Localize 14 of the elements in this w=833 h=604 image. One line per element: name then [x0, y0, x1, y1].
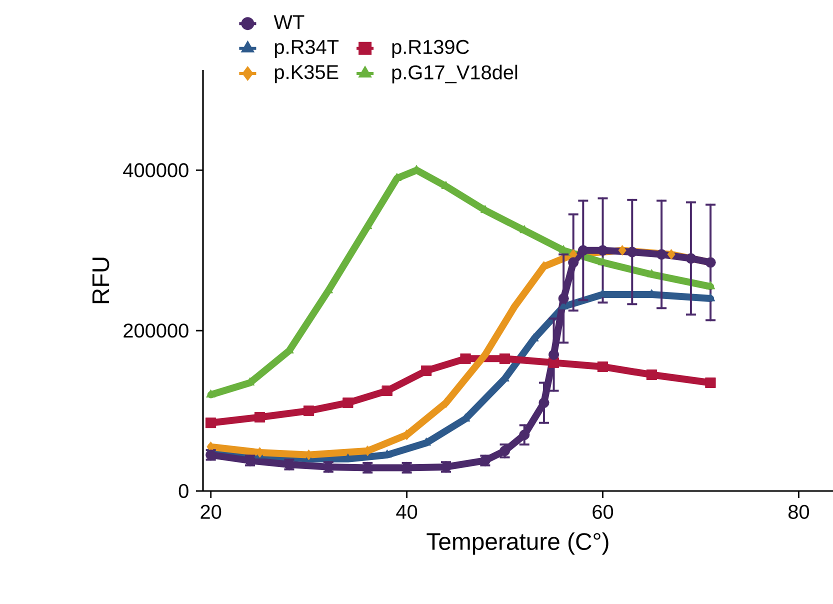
y-tick-label: 200000 — [124, 324, 188, 338]
x-tick-label: 60 — [592, 504, 614, 519]
legend-label: p.K35E — [274, 65, 338, 84]
legend-label: WT — [274, 15, 304, 29]
x-tick-label: 40 — [396, 504, 418, 519]
legend-label: p.R34T — [274, 40, 339, 58]
legend-label: p.G17_V18del — [392, 64, 518, 84]
y-tick-label: 400000 — [123, 163, 188, 178]
x-axis-title: Temperature (C°) — [426, 532, 608, 555]
y-tick-label: 0 — [178, 484, 188, 498]
legend-label: p.R139C — [392, 40, 469, 58]
x-tick-label: 20 — [200, 504, 222, 519]
x-tick-label: 80 — [788, 504, 810, 519]
y-axis-title: RFU — [92, 258, 110, 304]
